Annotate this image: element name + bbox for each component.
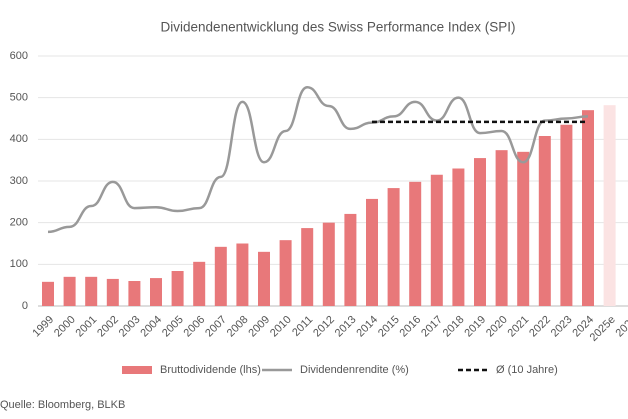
- y-tick-label: 400: [10, 133, 28, 145]
- bar: [322, 222, 335, 306]
- bar: [474, 158, 486, 306]
- x-tick-label: 2016: [398, 314, 424, 340]
- bar: [538, 136, 551, 306]
- bar: [150, 278, 162, 306]
- legend-label: Dividendenrendite (%): [300, 364, 409, 376]
- x-tick-label: 2003: [117, 314, 143, 340]
- bar: [63, 276, 76, 306]
- bar: [236, 243, 249, 306]
- chart-title: Dividendenentwicklung des Swiss Performa…: [161, 20, 516, 35]
- y-tick-label: 100: [10, 258, 28, 270]
- x-tick-label: 2001: [74, 314, 100, 340]
- bar: [171, 271, 184, 306]
- y-tick-label: 0: [22, 300, 28, 312]
- bar: [258, 251, 270, 306]
- x-tick-label: 2014: [354, 314, 380, 340]
- x-tick-label: 2020: [484, 314, 510, 340]
- legend-swatch: [122, 366, 152, 374]
- x-tick-label: 2019: [462, 314, 488, 340]
- bar: [193, 261, 206, 306]
- source: Quelle: Bloomberg, BLKB: [0, 399, 125, 411]
- y-tick-label: 300: [10, 175, 28, 187]
- bar: [366, 198, 378, 306]
- x-tick-label: 2007: [203, 314, 229, 340]
- bar: [409, 181, 422, 306]
- bar: [42, 281, 54, 306]
- x-tick-label: 1999: [30, 314, 56, 340]
- bar: [495, 150, 508, 306]
- bar: [301, 228, 314, 306]
- x-tick-label: 2021: [506, 314, 532, 340]
- y-tick-label: 600: [10, 50, 28, 62]
- y-tick-label: 200: [10, 217, 28, 229]
- bar: [214, 246, 227, 306]
- bar: [560, 124, 573, 306]
- x-tick-label: 2018: [441, 314, 467, 340]
- x-tick-label: 2013: [333, 314, 359, 340]
- bar: [603, 105, 616, 307]
- x-tick-label: 2009: [246, 314, 272, 340]
- x-tick-label: 2011: [290, 314, 315, 339]
- x-tick-label: 2010: [268, 314, 294, 340]
- x-tick-label: 2006: [182, 314, 208, 340]
- bar: [85, 276, 98, 306]
- x-tick-label: 2008: [225, 314, 251, 340]
- bar: [452, 168, 465, 306]
- bar: [344, 213, 357, 306]
- bar: [106, 278, 119, 306]
- bar: [279, 240, 292, 306]
- bar: [430, 174, 443, 306]
- x-tick-label: 2002: [95, 314, 121, 340]
- bar: [517, 151, 530, 306]
- line-series: [47, 86, 589, 234]
- x-tick-label: 2004: [138, 314, 164, 340]
- legend-label: Bruttodividende (lhs): [160, 364, 261, 376]
- x-tick-label: 2022: [527, 314, 553, 340]
- x-tick-label: 2000: [52, 314, 78, 340]
- bar: [128, 281, 141, 306]
- x-tick-label: 2012: [311, 314, 337, 340]
- x-tick-label: 2026: [614, 314, 628, 340]
- x-tick-label: 2023: [549, 314, 575, 340]
- x-tick-label: 2017: [419, 314, 445, 340]
- x-tick-label: 2005: [160, 314, 186, 340]
- bar: [582, 110, 594, 307]
- bar: [387, 188, 400, 306]
- legend-label: Ø (10 Jahre): [496, 364, 558, 376]
- y-tick-label: 500: [10, 92, 28, 104]
- x-tick-label: 2015: [376, 314, 402, 340]
